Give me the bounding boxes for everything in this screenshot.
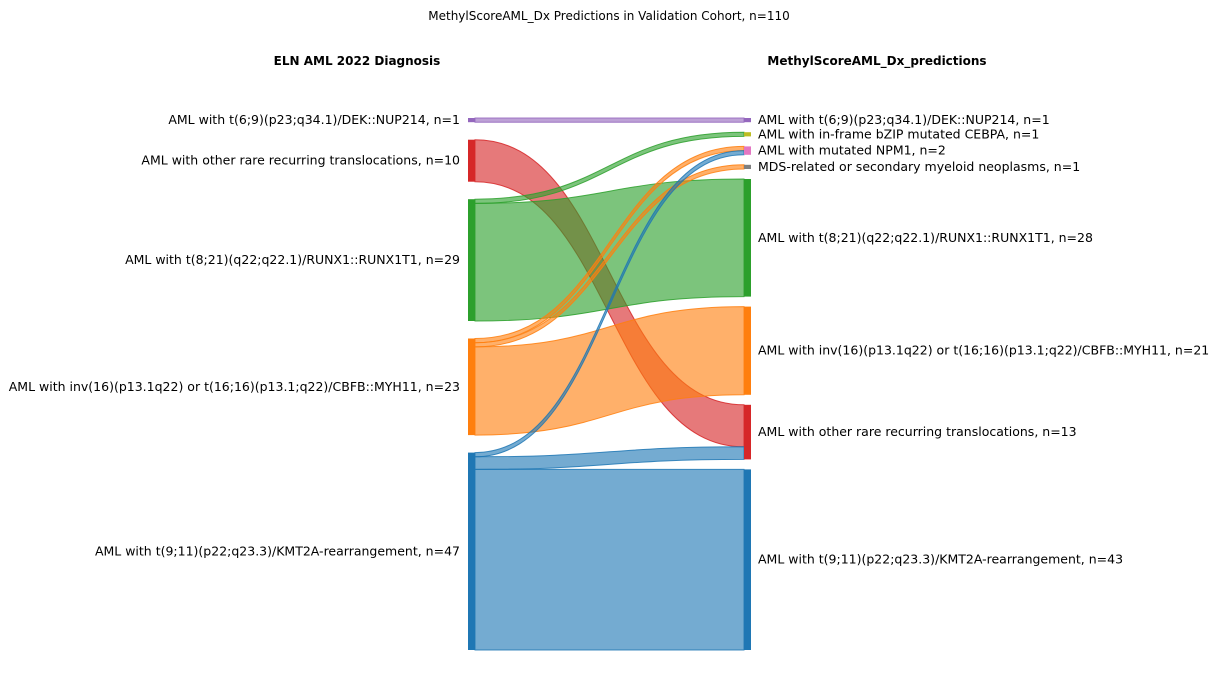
right-node-label-mds: MDS-related or secondary myeloid neoplas… [758,159,1080,174]
left-node-label-runx1: AML with t(8;21)(q22;q22.1)/RUNX1::RUNX1… [125,252,460,267]
right-node-bar-dek [744,118,751,123]
left-node-label-cbfb: AML with inv(16)(p13.1q22) or t(16;16)(p… [9,379,460,394]
right-node-label-npm1: AML with mutated NPM1, n=2 [758,143,946,158]
right-node-bar-npm1 [744,146,751,155]
left-node-label-rare: AML with other rare recurring translocat… [141,153,460,168]
right-node-bar-cebpa [744,132,751,137]
right-node-label-cbfb: AML with inv(16)(p13.1q22) or t(16;16)(p… [758,343,1209,358]
label-layer: AML with t(6;9)(p23;q34.1)/DEK::NUP214, … [9,112,1210,567]
left-node-bar-dek [468,118,475,123]
right-node-label-rare: AML with other rare recurring translocat… [758,424,1077,439]
right-node-label-dek: AML with t(6;9)(p23;q34.1)/DEK::NUP214, … [758,112,1050,127]
right-node-bar-runx1 [744,179,751,297]
right-node-bar-kmt2a [744,469,751,650]
right-node-label-cebpa: AML with in-frame bZIP mutated CEBPA, n=… [758,126,1039,141]
left-axis-header: ELN AML 2022 Diagnosis [274,54,441,68]
flow-dek-to-dek [474,117,745,123]
flow-kmt2a-to-rare [474,446,745,470]
left-node-bar-rare [468,139,475,182]
left-node-bar-runx1 [468,199,475,321]
right-node-bar-rare [744,404,751,460]
left-node-bar-cbfb [468,338,475,436]
flow-kmt2a-to-kmt2a [474,468,745,651]
right-axis-header: MethylScoreAML_Dx_predictions [767,54,986,69]
right-node-label-kmt2a: AML with t(9;11)(p22;q23.3)/KMT2A-rearra… [758,552,1123,567]
left-node-bar-kmt2a [468,452,475,650]
left-node-label-kmt2a: AML with t(9;11)(p22;q23.3)/KMT2A-rearra… [95,543,460,558]
right-node-bar-mds [744,164,751,169]
right-node-label-runx1: AML with t(8;21)(q22;q22.1)/RUNX1::RUNX1… [758,230,1093,245]
left-node-label-dek: AML with t(6;9)(p23;q34.1)/DEK::NUP214, … [168,112,460,127]
chart-title: MethylScoreAML_Dx Predictions in Validat… [428,9,790,23]
flow-kmt2a-to-npm1 [474,150,745,458]
node-layer [468,118,751,650]
flow-layer [474,117,745,651]
right-node-bar-cbfb [744,306,751,395]
